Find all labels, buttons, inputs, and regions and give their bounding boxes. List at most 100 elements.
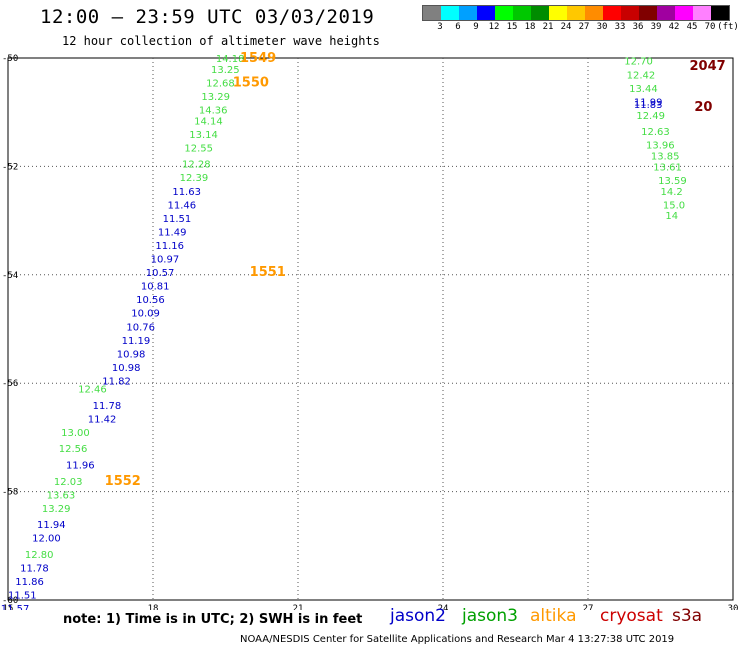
legend-tick-label: 6 — [455, 22, 461, 32]
jason2-data-label: 12.00 — [32, 534, 61, 545]
jason2-data-label: 11.96 — [66, 461, 95, 472]
color-scale-legend — [422, 5, 730, 21]
legend-swatch — [423, 6, 441, 20]
y-tick-label: -52 — [2, 162, 18, 172]
chart-title: 12:00 — 23:59 UTC 03/03/2019 — [40, 6, 375, 28]
jason3-data-label: 13.00 — [61, 428, 90, 439]
legend-tick-label: 45 — [686, 22, 698, 32]
jason3-data-label: 13.44 — [629, 84, 658, 95]
satellite-label-cryosat: cryosat — [600, 606, 663, 626]
y-tick-label: -56 — [2, 379, 18, 389]
jason2-data-label: 10.76 — [126, 322, 155, 333]
jason2-data-label: 11.49 — [158, 227, 187, 238]
legend-tick-label: 21 — [542, 22, 554, 32]
x-tick-label: 18 — [148, 604, 159, 610]
jason2-data-label: 11.99 — [634, 97, 663, 108]
jason2-data-label: 11.51 — [8, 591, 37, 602]
jason2-data-label: 11.83 — [634, 100, 663, 111]
jason3-data-label: 13.63 — [47, 490, 76, 501]
jason3-data-label: 12.28 — [182, 160, 211, 171]
jason3-data-label: 12.63 — [641, 127, 670, 138]
jason3-data-label: 13.61 — [653, 162, 682, 173]
satellite-label-jason3: jason3 — [462, 606, 518, 626]
jason2-data-label: 11.86 — [15, 577, 44, 588]
jason3-data-label: 12.55 — [184, 143, 213, 154]
jason3-data-label: 13.14 — [189, 130, 218, 141]
jason3-data-label: 14.2 — [661, 187, 683, 198]
jason2-data-label: 10.56 — [136, 295, 165, 306]
jason3-data-label: 12.46 — [78, 385, 107, 396]
jason2-data-label: 11.78 — [20, 563, 49, 574]
s3a-data-label: 20 — [694, 100, 712, 115]
jason2-data-label: 11.51 — [163, 214, 192, 225]
jason3-data-label: 14.14 — [194, 116, 223, 127]
jason3-data-label: 12.42 — [627, 70, 656, 81]
jason3-data-label: 14.36 — [199, 105, 228, 116]
x-tick-label: 15 — [3, 604, 14, 610]
x-tick-label: 21 — [293, 604, 304, 610]
jason2-data-label: 10.98 — [112, 363, 141, 374]
satellite-label-altika: altika — [530, 606, 577, 626]
legend-swatch — [657, 6, 675, 20]
footer-credit: NOAA/NESDIS Center for Satellite Applica… — [240, 634, 675, 645]
altika-data-label: 1550 — [233, 75, 269, 90]
jason2-data-label: 11.19 — [122, 336, 151, 347]
jason3-data-label: 13.96 — [646, 141, 675, 152]
legend-tick-label: 33 — [614, 22, 626, 32]
altika-data-label: 1549 — [240, 51, 276, 66]
jason3-data-label: 14 — [665, 211, 678, 222]
jason2-data-label: 11.78 — [93, 401, 122, 412]
legend-swatch — [549, 6, 567, 20]
y-tick-label: -60 — [2, 596, 18, 606]
legend-tick-label: 39 — [650, 22, 662, 32]
legend-swatch — [531, 6, 549, 20]
jason3-data-label: 12.49 — [636, 111, 665, 122]
legend-swatch — [567, 6, 585, 20]
jason3-data-label: 12.56 — [59, 444, 88, 455]
legend-tick-label: 30 — [596, 22, 608, 32]
legend-swatch — [459, 6, 477, 20]
jason2-data-label: 11.94 — [37, 520, 66, 531]
jason3-data-label: 13.59 — [658, 176, 687, 187]
jason3-data-label: 13.85 — [651, 152, 680, 163]
y-tick-label: -54 — [2, 271, 18, 281]
jason3-data-label: 15.0 — [663, 200, 685, 211]
altika-data-label: 1551 — [250, 265, 286, 280]
y-tick-label: -50 — [2, 54, 18, 64]
jason2-data-label: 11.46 — [168, 200, 197, 211]
legend-swatch — [477, 6, 495, 20]
legend-tick-label: 3 — [437, 22, 443, 32]
altimeter-plot: 15 18 21 24 27 30 -50 -52 -54 -56 -58 -60 14.1813.25… — [1, 51, 739, 610]
jason3-data-label: 12.03 — [54, 477, 83, 488]
legend-tick-label: 24 — [560, 22, 572, 32]
jason3-data-label: 14.18 — [216, 54, 245, 65]
y-tick-label: -58 — [2, 488, 18, 498]
jason2-data-label: 11.82 — [102, 376, 131, 387]
jason2-data-label: 11.16 — [155, 241, 184, 252]
legend-tick-label: 15 — [506, 22, 518, 32]
legend-tick-label: 18 — [524, 22, 536, 32]
jason2-data-label: 11.57 — [1, 604, 30, 610]
legend-tick-label: 27 — [578, 22, 590, 32]
satellite-label-jason2: jason2 — [390, 606, 446, 626]
x-tick-label: 30 — [728, 604, 739, 610]
s3a-data-label: 2047 — [690, 59, 726, 74]
legend-tick-label: (ft) — [717, 22, 739, 32]
x-tick-label: 27 — [583, 604, 594, 610]
chart-subtitle: 12 hour collection of altimeter wave hei… — [62, 34, 380, 48]
legend-swatch — [621, 6, 639, 20]
x-tick-label: 24 — [438, 604, 449, 610]
jason2-data-label: 11.63 — [172, 187, 201, 198]
plot-frame — [7, 57, 734, 601]
footer-note: note: 1) Time is in UTC; 2) SWH is in fe… — [63, 612, 363, 627]
legend-swatch — [603, 6, 621, 20]
jason3-data-label: 12.80 — [25, 550, 54, 561]
legend-swatch — [495, 6, 513, 20]
satellite-label-s3a: s3a — [672, 606, 703, 626]
legend-swatch — [585, 6, 603, 20]
legend-tick-label: 36 — [632, 22, 644, 32]
jason3-data-label: 13.25 — [211, 65, 240, 76]
altika-data-label: 1552 — [105, 474, 141, 489]
legend-swatch — [675, 6, 693, 20]
jason3-data-label: 13.29 — [201, 92, 230, 103]
